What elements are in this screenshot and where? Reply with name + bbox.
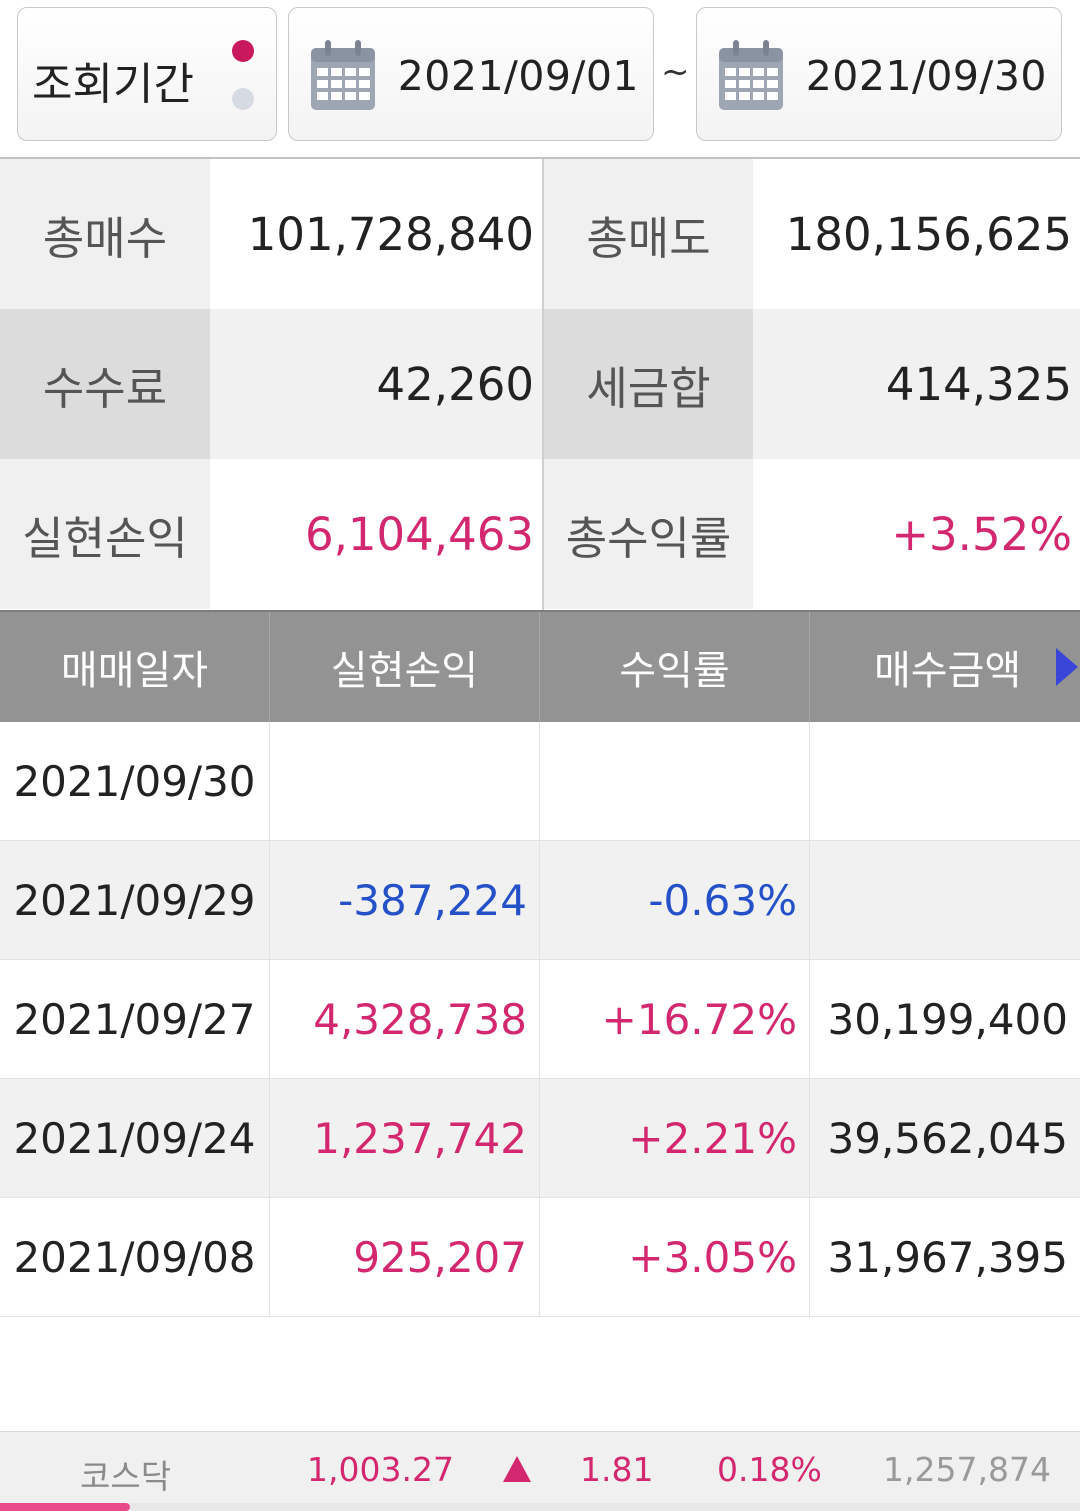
start-date-picker[interactable]: 2021/09/01 [288, 7, 654, 141]
end-date-picker[interactable]: 2021/09/30 [696, 7, 1062, 141]
ticker-index-price: 1,003.27 [307, 1450, 454, 1489]
trade-date-cell: 2021/09/29 [13, 876, 256, 925]
column-header-buy-amount[interactable]: 매수금액 [809, 612, 1080, 722]
trade-table-header: 매매일자 실현손익 수익률 매수금액 [0, 610, 1080, 722]
end-date-value: 2021/09/30 [805, 52, 1047, 100]
column-header-return-rate[interactable]: 수익률 [539, 612, 809, 722]
tax-total-label: 세금합 [544, 309, 753, 459]
return-rate-cell: +3.05% [539, 1198, 809, 1317]
table-row[interactable]: 2021/09/08 925,207 +3.05% 31,967,395 [0, 1198, 1080, 1317]
bottom-progress-track [0, 1503, 1080, 1511]
realized-pnl-cell: 925,207 [269, 1198, 539, 1317]
realized-pnl-value: 6,104,463 [210, 459, 542, 609]
bottom-progress-fill [0, 1503, 130, 1511]
fee-value: 42,260 [210, 309, 542, 459]
table-row[interactable]: 2021/09/27 4,328,738 +16.72% 30,199,400 [0, 960, 1080, 1079]
table-row[interactable]: 2021/09/24 1,237,742 +2.21% 39,562,045 [0, 1079, 1080, 1198]
column-header-trade-date[interactable]: 매매일자 [60, 648, 209, 694]
trade-date-cell: 2021/09/24 [13, 1114, 256, 1163]
fee-label: 수수료 [0, 309, 210, 459]
return-rate-cell: +16.72% [539, 960, 809, 1079]
table-row[interactable]: 2021/09/29 -387,224 -0.63% [0, 841, 1080, 960]
realized-pnl-cell: 1,237,742 [269, 1079, 539, 1198]
calendar-icon [719, 40, 783, 110]
total-sell-label: 총매도 [544, 159, 753, 309]
return-rate-cell: +2.21% [539, 1079, 809, 1198]
table-row[interactable]: 2021/09/30 [0, 722, 1080, 841]
up-triangle-icon [503, 1456, 531, 1482]
total-return-label: 총수익률 [544, 459, 753, 609]
summary-row: 실현손익 6,104,463 총수익률 +3.52% [0, 459, 1080, 609]
summary-row: 총매수 101,728,840 총매도 180,156,625 [0, 159, 1080, 309]
ticker-change-percent: 0.18% [717, 1450, 822, 1489]
page-indicator-inactive-dot [232, 88, 254, 110]
total-sell-value: 180,156,625 [753, 159, 1080, 309]
realized-pnl-cell: -387,224 [269, 841, 539, 960]
summary-table: 총매수 101,728,840 총매도 180,156,625 수수료 42,2… [0, 157, 1080, 611]
column-header-buy-amount-label: 매수금액 [874, 648, 1022, 694]
realized-pnl-label: 실현손익 [0, 459, 210, 609]
return-rate-cell: -0.63% [539, 841, 809, 960]
period-type-toggle[interactable]: 조회기간 [17, 7, 277, 141]
total-buy-value: 101,728,840 [210, 159, 542, 309]
total-buy-label: 총매수 [0, 159, 210, 309]
buy-amount-cell: 31,967,395 [809, 1198, 1080, 1317]
trade-date-cell: 2021/09/08 [13, 1233, 256, 1282]
calendar-icon [311, 40, 375, 110]
total-return-value: +3.52% [753, 459, 1080, 609]
buy-amount-cell: 39,562,045 [809, 1079, 1080, 1198]
trade-date-cell: 2021/09/27 [13, 995, 256, 1044]
period-bar: 조회기간 2021/09/01 ~ [0, 0, 1080, 157]
trade-date-cell: 2021/09/30 [13, 757, 256, 806]
market-ticker-bar[interactable]: 코스닥 1,003.27 1.81 0.18% 1,257,874 [0, 1431, 1080, 1511]
buy-amount-cell [809, 722, 1080, 841]
ticker-change: 1.81 [580, 1450, 654, 1489]
buy-amount-cell: 30,199,400 [809, 960, 1080, 1079]
ticker-volume: 1,257,874 [883, 1450, 1051, 1489]
period-label: 조회기간 [32, 59, 194, 110]
column-divider [542, 159, 544, 611]
page-indicator-active-dot [232, 40, 254, 62]
scroll-right-arrow-icon[interactable] [1056, 648, 1078, 686]
realized-pnl-cell [269, 722, 539, 841]
summary-row: 수수료 42,260 세금합 414,325 [0, 309, 1080, 459]
return-rate-cell [539, 722, 809, 841]
date-range-separator: ~ [661, 52, 690, 92]
buy-amount-cell [809, 841, 1080, 960]
start-date-value: 2021/09/01 [397, 52, 639, 100]
column-header-realized-pnl[interactable]: 실현손익 [269, 612, 539, 722]
realized-pnl-cell: 4,328,738 [269, 960, 539, 1079]
ticker-index-name: 코스닥 [80, 1457, 172, 1496]
tax-total-value: 414,325 [753, 309, 1080, 459]
